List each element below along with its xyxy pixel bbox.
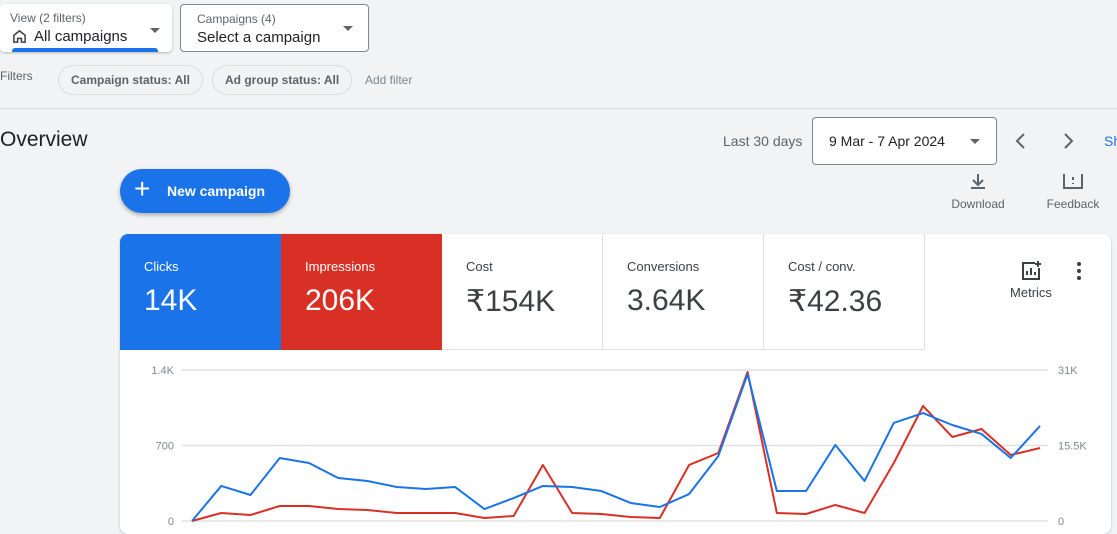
scorecard-name: Cost / conv. [788,259,856,274]
series-line-impressions [191,370,1041,522]
download-label: Download [951,197,1005,211]
scorecard-value: ₹42.36 [788,285,883,318]
campaign-selector-value: Select a campaign [197,29,321,46]
metrics-label: Metrics [1010,285,1052,300]
scorecard-impressions[interactable]: Impressions 206K [281,234,442,350]
campaign-selector[interactable]: Campaigns (4) Select a campaign [180,4,369,52]
filters-label: Filters [0,69,33,83]
show-link[interactable]: Sh [1104,133,1117,149]
scorecard-name: Clicks [144,259,179,274]
filter-chip-campaign-status[interactable]: Campaign status: All [58,65,203,95]
scorecard-cost[interactable]: Cost ₹154K [442,234,603,350]
selected-indicator [12,48,158,52]
scorecard-name: Impressions [305,259,376,274]
divider [0,108,1117,109]
download-icon [971,174,985,189]
view-selector-label: View (2 filters) [10,11,86,25]
page-title: Overview [0,128,88,151]
plus-icon: + [134,173,151,204]
campaign-selector-label: Campaigns (4) [197,12,276,26]
filter-chip-ad-group-status[interactable]: Ad group status: All [212,65,353,95]
add-chart-icon [1022,261,1041,280]
view-selector-value: All campaigns [34,28,128,45]
chevron-down-icon [970,139,980,144]
scorecard-name: Conversions [627,259,700,274]
more-options-icon[interactable] [1073,261,1085,281]
performance-chart: 0 0 700 15.5K 1.4K 31K [151,365,1087,528]
overview-card: Clicks 14K Impressions 206K Cost ₹154K C… [120,234,1111,534]
date-range-selector[interactable]: 9 Mar - 7 Apr 2024 [812,117,997,165]
date-preset-label: Last 30 days [723,133,803,149]
previous-period-button[interactable] [1011,131,1031,151]
chevron-down-icon [150,28,160,33]
new-campaign-button[interactable]: + New campaign [120,169,290,213]
scorecard-value: 206K [305,284,376,317]
left-axis-tick: 700 [156,441,174,453]
feedback-button[interactable]: Feedback [1040,172,1106,211]
feedback-label: Feedback [1046,197,1100,211]
scorecard-value: 3.64K [627,284,706,317]
download-button[interactable]: Download [945,172,1011,211]
scorecard-value: 14K [144,284,198,317]
right-axis-tick: 31K [1058,365,1078,377]
date-range-value: 9 Mar - 7 Apr 2024 [829,133,945,149]
next-period-button[interactable] [1058,131,1078,151]
scorecard-conversions[interactable]: Conversions 3.64K [603,234,764,350]
home-icon [13,29,26,43]
feedback-icon [1063,174,1083,189]
scorecard-value: ₹154K [466,285,556,318]
left-axis-tick: 0 [168,516,174,528]
scorecard-clicks[interactable]: Clicks 14K [120,234,281,350]
view-selector[interactable]: View (2 filters) All campaigns [0,4,172,52]
series-line-clicks [191,372,1041,522]
metrics-button[interactable]: Metrics [1000,260,1062,300]
chevron-down-icon [343,26,353,31]
right-axis-tick: 15.5K [1058,441,1087,453]
new-campaign-label: New campaign [167,183,266,199]
scorecard-cost-per-conversion[interactable]: Cost / conv. ₹42.36 [764,234,925,350]
add-filter-link[interactable]: Add filter [365,73,413,87]
left-axis-tick: 1.4K [151,365,174,377]
scorecard-name: Cost [466,259,493,274]
right-axis-tick: 0 [1058,516,1064,528]
